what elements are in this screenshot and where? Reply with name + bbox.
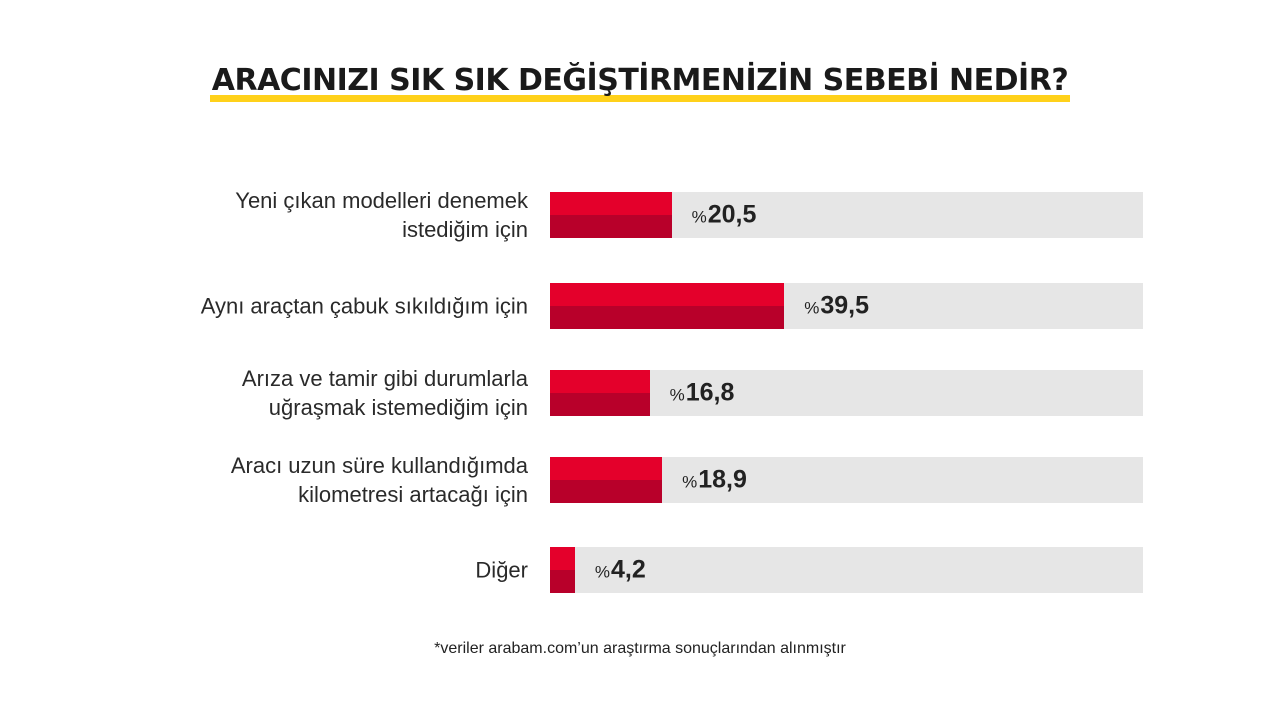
percent-sign: % [804,298,820,318]
category-label-line: kilometresi artacağı için [298,482,528,507]
category-label: Yeni çıkan modelleri denemek istediğim iç… [68,186,528,244]
value-number: 39,5 [820,291,870,320]
category-label: Arıza ve tamir gibi durumlarla uğraşmak i… [68,364,528,422]
value-number: 20,5 [707,200,757,229]
bar-track: %4,2 [550,547,1143,593]
value-label: %18,9 [682,466,747,495]
bar-row: Diğer %4,2 [0,547,1280,593]
percent-sign: % [669,385,685,405]
percent-sign: % [594,562,611,582]
chart-title: ARACINIZI SIK SIK DEĞİŞTİRMENİZİN SEBEBİ… [209,63,1071,102]
bar-track: %39,5 [550,283,1143,329]
value-label: %16,8 [670,379,735,408]
bar [550,457,663,503]
category-label: Aynı araçtan çabuk sıkıldığım için [68,292,528,321]
bar [550,192,672,238]
percent-sign: % [691,207,707,227]
value-label: %20,5 [692,201,757,230]
value-label: %39,5 [804,292,869,321]
bar-row: Aynı araçtan çabuk sıkıldığım için %39,5 [0,283,1280,329]
bar-track: %18,9 [550,457,1143,503]
bar-row: Aracı uzun süre kullandığımda kilometresi… [0,453,1280,507]
bar-row: Arıza ve tamir gibi durumlarla uğraşmak i… [0,366,1280,420]
category-label: Aracı uzun süre kullandığımda kilometresi… [68,451,528,509]
value-number: 4,2 [611,555,646,584]
bar-row: Yeni çıkan modelleri denemek istediğim iç… [0,188,1280,242]
value-number: 18,9 [698,465,747,494]
category-label-line: uğraşmak istemediğim için [268,395,528,420]
category-label-line: Arıza ve tamir gibi durumlarla [241,366,528,391]
value-label: %4,2 [595,556,646,585]
percent-sign: % [682,472,698,492]
category-label-line: Diğer [475,557,528,583]
category-label-line: Yeni çıkan modelleri denemek [235,188,528,213]
category-label-line: Aynı araçtan çabuk sıkıldığım için [200,293,528,319]
category-label-line: istediğim için [402,217,528,242]
title-wrap: ARACINIZI SIK SIK DEĞİŞTİRMENİZİN SEBEBİ… [0,62,1280,102]
footnote: *veriler arabam.com’un araştırma sonuçla… [434,640,846,657]
category-label-line: Aracı uzun süre kullandığımda [230,453,528,478]
bar [550,283,785,329]
bar-track: %20,5 [550,192,1143,238]
bar [550,547,575,593]
bar [550,370,650,416]
category-label: Diğer [68,556,528,585]
value-number: 16,8 [685,378,735,407]
bar-track: %16,8 [550,370,1143,416]
